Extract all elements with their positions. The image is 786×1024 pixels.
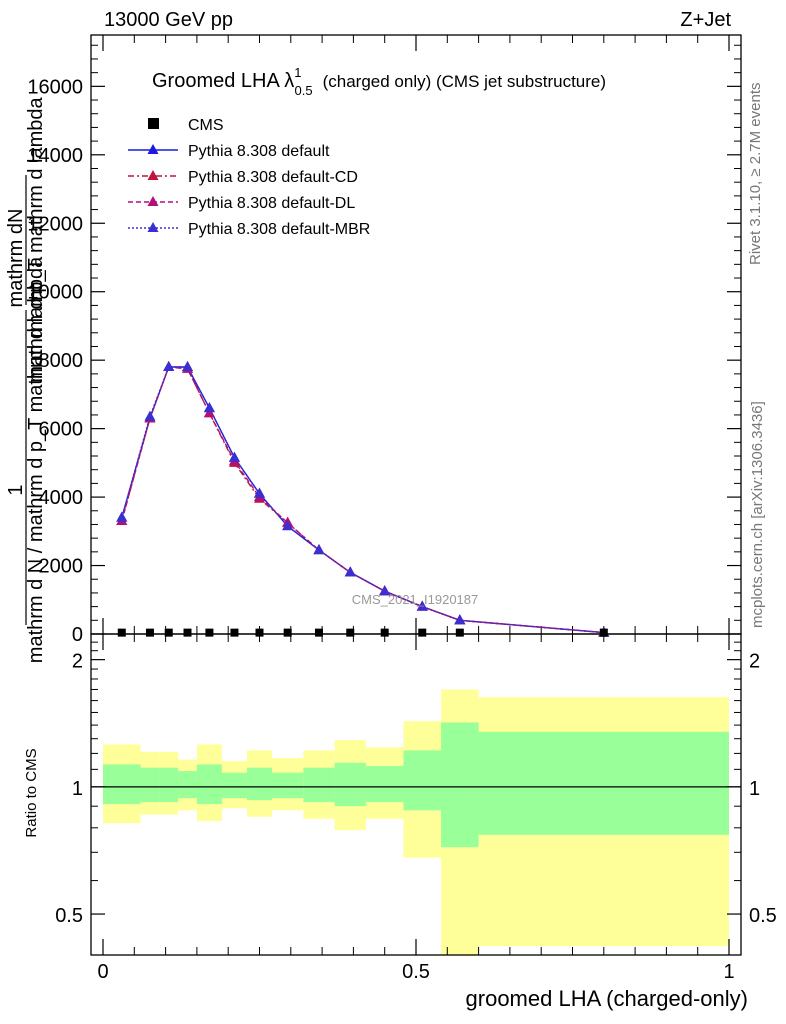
ratio-panel: 0.5 0.5 1 1 2 2 0 0.5 1 xyxy=(55,633,777,983)
plot-title-sup: 1 xyxy=(294,65,301,80)
plot-title-main: Groomed LHA λ xyxy=(152,70,294,92)
cms-data-point xyxy=(117,628,126,637)
ylabel-denominator-top: mathrm d p_T mathrm d lambda xyxy=(25,96,47,382)
ratio-band-green xyxy=(103,764,141,805)
cms-data-point xyxy=(599,628,608,637)
legend-marker xyxy=(147,222,159,232)
ratio-ytick-label-right: 0.5 xyxy=(749,905,777,927)
cms-data-point xyxy=(255,628,264,637)
series-marker-4 xyxy=(116,511,128,522)
series-marker-4 xyxy=(203,402,215,413)
legend: CMS Pythia 8.308 default Pythia 8.308 defa… xyxy=(128,117,370,238)
ratio-band-green xyxy=(246,767,273,801)
ratio-band-green xyxy=(334,762,366,807)
ylabel-denominator-bottom: mathrm d N / mathrm d p_T mathrm d lambd… xyxy=(25,256,47,663)
series-marker-3 xyxy=(203,407,215,418)
ratio-band-green xyxy=(159,767,179,803)
cms-data-point xyxy=(183,628,192,637)
main-ytick-label: 8000 xyxy=(39,350,84,372)
ratio-ytick-label: 2 xyxy=(72,651,83,673)
main-ytick-label: 6000 xyxy=(39,419,84,441)
series-marker-4 xyxy=(144,410,156,421)
cms-data-point xyxy=(283,628,292,637)
cms-data-point xyxy=(145,628,154,637)
legend-marker-cms xyxy=(148,118,159,129)
legend-label: Pythia 8.308 default-CD xyxy=(188,169,358,186)
legend-marker xyxy=(147,170,159,180)
series-marker-4 xyxy=(379,585,391,596)
analysis-watermark: CMS_2021_I1920187 xyxy=(352,592,479,607)
series-marker-4 xyxy=(454,614,466,625)
ylabel-numerator-top: mathrm dN xyxy=(5,209,27,308)
series-marker-4 xyxy=(163,361,175,372)
cms-data-point xyxy=(346,628,355,637)
ylabel-one: 1 xyxy=(5,484,27,495)
cms-data-point xyxy=(418,628,427,637)
header-process: Z+Jet xyxy=(680,9,731,31)
xtick-label: 1 xyxy=(723,961,734,983)
ratio-band-green xyxy=(303,767,335,803)
cms-data-point xyxy=(380,628,389,637)
plot-title: Groomed LHA λ1 0.5 (charged only) (CMS jet… xyxy=(152,65,606,98)
xtick-label: 0 xyxy=(97,961,108,983)
plot-title-sub: 0.5 xyxy=(295,83,313,98)
series-marker-4 xyxy=(282,520,294,531)
ratio-band-green xyxy=(403,750,442,811)
series-marker-4 xyxy=(344,566,356,577)
cms-data-point xyxy=(455,628,464,637)
cms-data-point xyxy=(164,628,173,637)
ratio-band-green xyxy=(272,772,304,799)
ratio-ytick-label: 1 xyxy=(72,778,83,800)
main-series-layer xyxy=(116,361,610,637)
main-panel: 0 2000 4000 6000 8000 10000 12000 14000 16000 xyxy=(27,34,742,646)
main-ytick-label: 10000 xyxy=(27,282,83,304)
legend-marker xyxy=(147,144,159,154)
ratio-band-green xyxy=(178,771,197,799)
legend-label: Pythia 8.308 default-DL xyxy=(188,195,355,212)
legend-label: Pythia 8.308 default xyxy=(188,143,330,160)
legend-marker xyxy=(147,196,159,206)
main-ytick-label: 4000 xyxy=(39,487,84,509)
xlabel: groomed LHA (charged-only) xyxy=(466,986,748,1011)
main-ytick-label: 2000 xyxy=(39,556,84,578)
main-ytick-label: 14000 xyxy=(27,145,83,167)
ratio-ytick-label: 0.5 xyxy=(55,905,83,927)
legend-label: CMS xyxy=(188,117,224,134)
ratio-band-green xyxy=(140,767,160,803)
series-marker-4 xyxy=(254,487,265,498)
cms-data-point xyxy=(314,628,323,637)
rivet-version-label: Rivet 3.1.10, ≥ 2.7M events xyxy=(747,83,764,266)
mcplots-label: mcplots.cern.ch [arXiv:1306.3436] xyxy=(749,401,766,628)
ratio-ytick-label-right: 2 xyxy=(749,651,760,673)
header-energy: 13000 GeV pp xyxy=(104,9,233,31)
ratio-ytick-label-right: 1 xyxy=(749,778,760,800)
main-ytick-label: 16000 xyxy=(27,76,83,98)
legend-label: Pythia 8.308 default-MBR xyxy=(188,221,370,238)
ratio-band-green xyxy=(365,766,404,803)
ratio-ylabel: Ratio to CMS xyxy=(23,748,40,837)
ratio-band-green xyxy=(196,764,222,805)
series-marker-4 xyxy=(228,451,240,462)
ratio-band-green xyxy=(441,722,479,848)
xtick-label: 0.5 xyxy=(402,961,430,983)
plot-title-suffix: (charged only) (CMS jet substructure) xyxy=(323,72,606,91)
ratio-band-green xyxy=(478,731,729,835)
ratio-band-green xyxy=(221,772,247,799)
cms-data-point xyxy=(205,628,214,637)
main-ytick-label: 0 xyxy=(72,624,83,646)
series-marker-4 xyxy=(182,361,194,372)
cms-data-point xyxy=(230,628,239,637)
series-marker-4 xyxy=(416,600,428,611)
series-marker-4 xyxy=(313,544,325,555)
main-ytick-label: 12000 xyxy=(27,213,83,235)
